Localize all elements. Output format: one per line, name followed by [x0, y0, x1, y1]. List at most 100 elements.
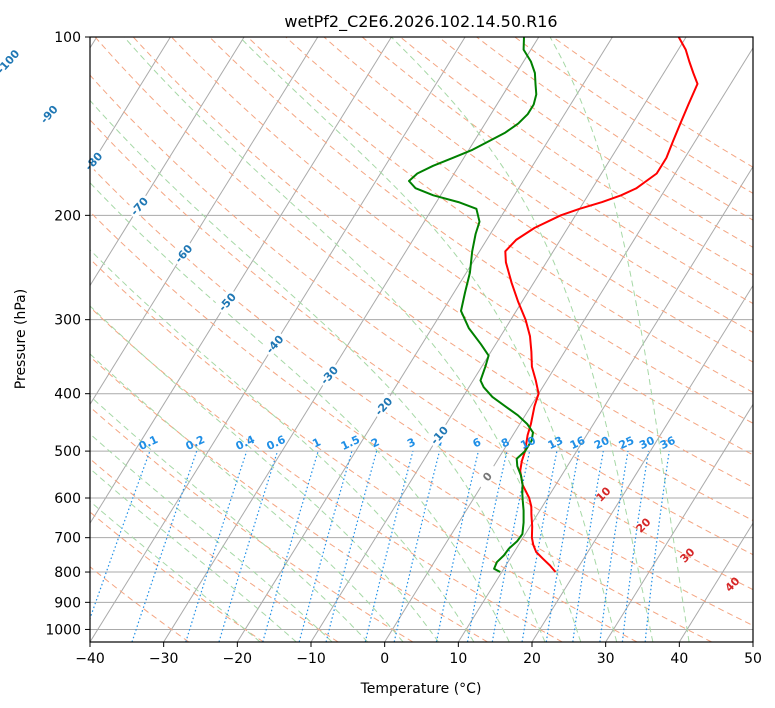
isotherm-line — [90, 37, 392, 525]
mixing-ratio-line — [218, 450, 279, 642]
mixing-ratio-line — [325, 450, 378, 642]
isotherm-line — [90, 37, 245, 287]
moist-adiabat-line — [549, 37, 690, 642]
y-tick-label: 900 — [54, 595, 81, 611]
dry-adiabat-line — [132, 37, 753, 488]
dry-adiabat-line — [171, 37, 753, 456]
mixing-ratio-line — [185, 450, 248, 642]
x-tick-label: 20 — [523, 651, 541, 667]
series-layer — [408, 37, 699, 573]
x-tick-label: 40 — [670, 651, 688, 667]
dry-adiabat-line — [90, 119, 753, 591]
x-tick-label: 30 — [597, 651, 615, 667]
dry-adiabat-line — [399, 37, 753, 276]
mixing-ratio-label: 16 — [568, 434, 588, 452]
plot-frame — [89, 36, 754, 643]
moist-adiabat-line — [90, 433, 333, 642]
mixing-ratio-line — [599, 451, 629, 642]
mixing-ratio-label: 30 — [637, 434, 657, 452]
mixing-ratio-label: 20 — [592, 434, 612, 452]
dry-adiabat-line — [90, 74, 753, 556]
y-axis-label: Pressure (hPa) — [13, 289, 29, 389]
isotherm-label-bg — [213, 287, 240, 315]
isotherm-label-bg — [169, 239, 197, 267]
isotherm-line — [384, 46, 753, 642]
isotherm-label-bg — [425, 420, 452, 449]
dry-adiabat-line — [90, 306, 563, 642]
isotherm-line — [90, 37, 171, 168]
x-tick-label: −40 — [75, 651, 105, 667]
dry-adiabat-line — [361, 37, 753, 305]
mixing-ratio-line — [364, 450, 414, 642]
y-tick-label: 300 — [54, 313, 81, 329]
temperature-profile-line — [504, 37, 699, 573]
mixing-ratio-line — [572, 450, 604, 642]
x-tick-label: 50 — [744, 651, 762, 667]
x-tick-label: −30 — [149, 651, 179, 667]
moist-adiabat-line — [90, 468, 297, 642]
axis-layer: −40 −30 −20 −10 0 10 20 30 40 50 100 200 300 400 500 60… — [45, 30, 762, 667]
x-axis-label: Temperature (°C) — [360, 681, 482, 697]
x-tick-label: 0 — [380, 651, 389, 667]
isotherm-line — [163, 37, 540, 642]
isotherm-line — [90, 37, 319, 406]
moist-adiabat-line — [90, 395, 369, 642]
mixing-ratio-label: 13 — [546, 434, 565, 452]
mixing-ratio-line — [466, 450, 508, 642]
isotherm-line — [236, 37, 613, 642]
dry-adiabat-line — [90, 511, 264, 642]
isotherm-label-bg — [125, 191, 152, 220]
mixing-ratio-line — [131, 450, 198, 642]
mixing-ratio-line — [298, 450, 353, 642]
y-tick-label: 100 — [54, 30, 81, 46]
mixing-ratio-line — [621, 451, 650, 642]
y-tick-label: 500 — [54, 444, 81, 460]
x-tick-label: 10 — [449, 651, 467, 667]
isotherm-line — [531, 284, 753, 642]
y-tick-label: 800 — [54, 565, 81, 581]
dry-adiabat-line — [94, 37, 753, 522]
mixing-ratio-line — [393, 450, 441, 642]
isotherm-label-bg — [315, 360, 342, 388]
y-tick-label: 600 — [54, 491, 81, 507]
isotherm-label-bg — [34, 99, 62, 128]
isotherm-label-bg — [79, 146, 106, 175]
moist-adiabat-line — [90, 353, 404, 642]
isotherm-label-bg — [369, 391, 396, 420]
x-tick-label: −20 — [223, 651, 253, 667]
isotherm-line — [457, 165, 753, 642]
mixing-ratio-line — [90, 450, 151, 621]
y-tick-label: 400 — [54, 387, 81, 403]
dry-adiabat-line — [90, 211, 712, 642]
mixing-ratio-label: 25 — [617, 434, 636, 452]
isotherm-label-bg — [260, 329, 288, 358]
moist-adiabat-line — [90, 99, 546, 642]
dry-adiabat-line — [323, 37, 753, 334]
isotherm-label-bg — [473, 462, 500, 490]
dry-adiabat-line — [285, 37, 753, 363]
x-tick-label: −10 — [296, 651, 326, 667]
moist-adiabat-line — [90, 305, 439, 642]
mixing-ratio-line — [521, 450, 558, 642]
isotherm-line — [678, 522, 753, 642]
dewpoint-profile-line — [408, 37, 538, 573]
y-tick-label: 700 — [54, 531, 81, 547]
y-tick-label: 200 — [54, 208, 81, 224]
y-tick-label: 1000 — [45, 622, 81, 638]
isotherm-line — [605, 403, 753, 642]
moist-adiabat-line — [90, 249, 475, 642]
dry-adiabat-line — [90, 406, 414, 642]
moist-adiabat-line — [90, 182, 510, 642]
mixing-ratio-line — [435, 450, 479, 642]
mixing-ratio-line — [545, 450, 580, 642]
mixing-ratio-line — [262, 450, 319, 642]
isotherm-label-bg — [0, 47, 21, 75]
mixing-ratio-label: 10 — [518, 434, 538, 452]
moist-adiabat-line — [390, 37, 654, 642]
mixing-ratio-line — [644, 451, 670, 642]
dry-adiabat-line — [90, 258, 638, 642]
chart-title: wetPf2_C2E6.2026.102.14.50.R16 — [284, 12, 557, 32]
mixing-ratio-label: 36 — [658, 434, 678, 452]
